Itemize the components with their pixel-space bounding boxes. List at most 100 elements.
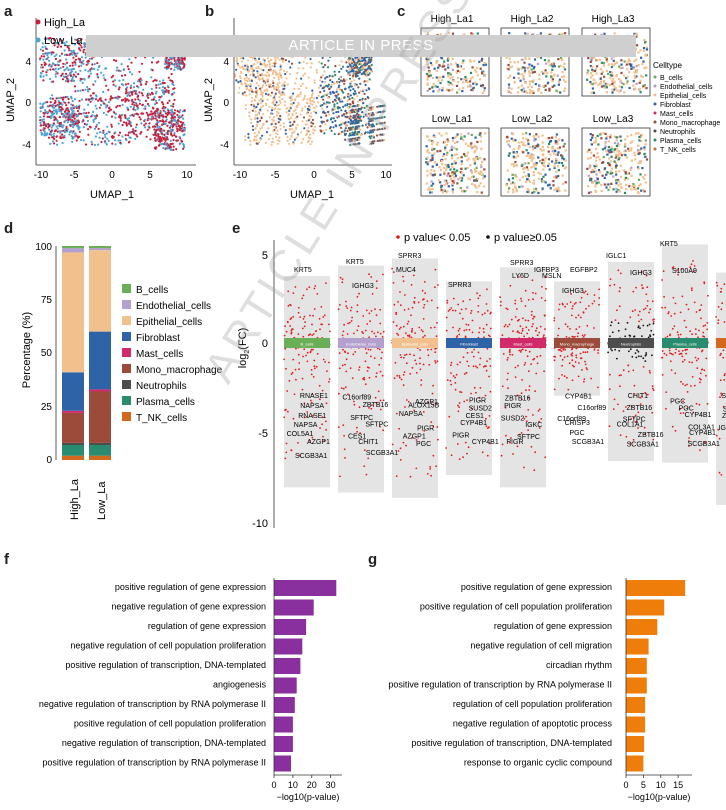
spot [591,57,594,60]
umap-point [65,104,68,107]
umap-point [177,110,180,113]
de-point [312,348,314,351]
umap-point [234,73,237,76]
spot [439,149,442,153]
umap-point [168,145,171,148]
umap-point [377,133,380,137]
umap-point [358,138,361,141]
umap-point [96,132,99,135]
umap-point [95,107,98,110]
spot [593,179,597,183]
umap-point [60,52,64,55]
spot [437,66,440,69]
spot [534,167,537,170]
umap-point [143,124,146,127]
umap-point [376,139,380,142]
umap-point [268,85,271,88]
umap-point [166,113,169,116]
spot [595,163,598,166]
umap-point [346,116,349,119]
umap-point [89,100,92,103]
spot [621,66,624,69]
spot [602,84,605,87]
spot [590,91,593,94]
spot [426,156,429,159]
umap-point [270,91,274,94]
umap-point [100,140,103,144]
umap-point [248,111,251,114]
umap-point [112,80,115,83]
umap-point [71,61,74,64]
umap-point [350,80,353,83]
spot [521,185,524,188]
umap-point [313,106,316,109]
spot [473,151,476,154]
spot [555,159,558,162]
spot [630,149,633,152]
spot [555,89,558,92]
spot [431,158,434,161]
spot [614,166,617,169]
umap-point [281,97,284,101]
spot [466,81,470,84]
umap-point [116,66,119,69]
umap-point [157,135,161,138]
umap-point [283,81,286,84]
umap-point [74,132,77,135]
umap-point [370,117,373,120]
umap-point [70,135,73,138]
umap-point [79,89,82,92]
spot [591,87,594,90]
umap-point [323,70,326,73]
de-point [316,293,319,295]
umap-point [169,79,172,82]
umap-a-points [38,36,186,151]
spot [637,187,640,190]
umap-point [156,107,159,110]
spot [479,67,482,70]
spot [446,138,449,141]
umap-point [79,44,82,47]
umap-point [333,103,336,106]
umap-point [274,58,277,62]
d-legend-swatch [122,412,131,421]
spot [441,158,444,161]
umap-point [315,105,318,108]
de-point [284,457,287,460]
spot [603,168,606,171]
spot [444,146,447,149]
umap-point [118,114,121,117]
umap-point [96,75,99,78]
umap-point [164,110,167,114]
umap-point [329,79,332,82]
de-point [329,330,331,333]
spot [533,190,536,194]
umap-point [282,60,285,63]
umap-point [369,137,372,140]
umap-point [98,106,101,109]
umap-point [322,66,325,69]
spot [533,58,537,61]
spot [551,146,554,149]
spot [564,32,567,35]
de-point [309,399,312,402]
spot [526,32,529,35]
spot [619,183,622,186]
umap-point [372,113,375,116]
umap-point [122,121,126,124]
spot [456,69,459,72]
spot [602,156,605,159]
umap-point [48,115,51,119]
spot [556,190,559,193]
spot [589,179,592,182]
umap-point [349,94,352,97]
spot [509,61,512,64]
spot [618,190,622,193]
umap-point [292,92,295,95]
spot [623,150,626,153]
spot [445,179,448,182]
umap-point [162,115,165,118]
umap-point [246,79,249,82]
de-point [323,439,326,442]
umap-point [275,86,278,89]
